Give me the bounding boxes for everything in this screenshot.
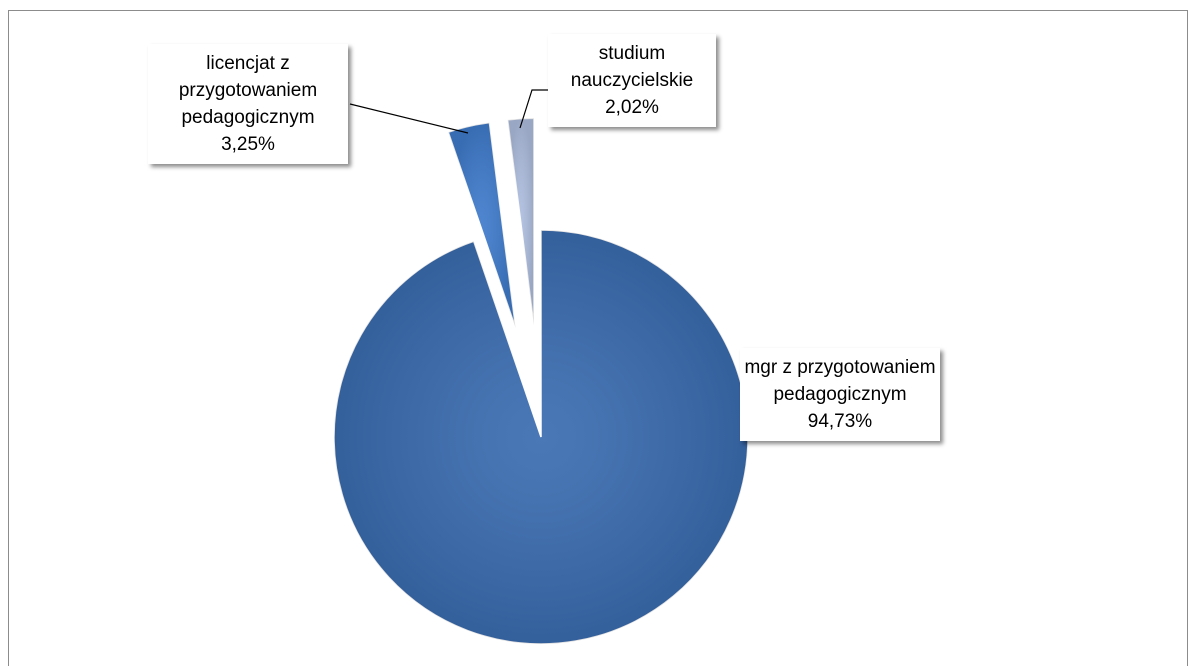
slice-shade <box>333 230 748 644</box>
chart-frame <box>8 10 1188 666</box>
data-label: studium nauczycielskie 2,02% <box>548 34 716 127</box>
slice-shade <box>507 118 534 326</box>
label-category: studium nauczycielskie <box>570 43 694 91</box>
label-category: mgr z przygotowaniem pedagogicznym <box>744 357 936 405</box>
data-label: mgr z przygotowaniem pedagogicznym 94,73% <box>740 348 940 441</box>
leader-line <box>349 103 469 134</box>
label-value: 2,02% <box>605 97 659 118</box>
data-label: licencjat z przygotowaniem pedagogicznym… <box>148 44 348 164</box>
label-value: 3,25% <box>221 134 275 155</box>
leader-line <box>519 89 548 129</box>
label-category: licencjat z przygotowaniem pedagogicznym <box>178 53 318 128</box>
label-value: 94,73% <box>807 411 873 432</box>
slice-shade <box>448 122 516 328</box>
